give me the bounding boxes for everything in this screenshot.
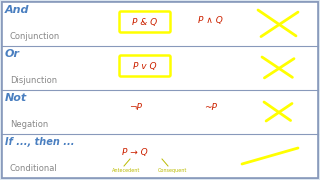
Text: Conjunction: Conjunction (10, 32, 60, 41)
Text: Not: Not (5, 93, 27, 103)
Text: And: And (5, 5, 29, 15)
Text: P ∧ Q: P ∧ Q (197, 15, 222, 24)
Text: P v Q: P v Q (133, 62, 157, 71)
Text: Consequent: Consequent (157, 168, 187, 173)
FancyBboxPatch shape (119, 55, 171, 76)
Text: If ..., then ...: If ..., then ... (5, 137, 75, 147)
Text: ~P: ~P (204, 103, 216, 112)
Bar (2, 46, 318, 90)
Bar (2, 134, 318, 178)
Text: Conditional: Conditional (10, 164, 58, 173)
Text: P & Q: P & Q (132, 17, 158, 26)
Text: Or: Or (5, 49, 20, 59)
Text: Negation: Negation (10, 120, 48, 129)
Bar (2, 90, 318, 134)
Text: P → Q: P → Q (122, 147, 148, 156)
FancyBboxPatch shape (119, 12, 171, 33)
Bar (2, 2, 318, 46)
Text: ¬P: ¬P (129, 103, 141, 112)
Text: Antecedent: Antecedent (112, 168, 140, 173)
Text: Disjunction: Disjunction (10, 76, 57, 85)
